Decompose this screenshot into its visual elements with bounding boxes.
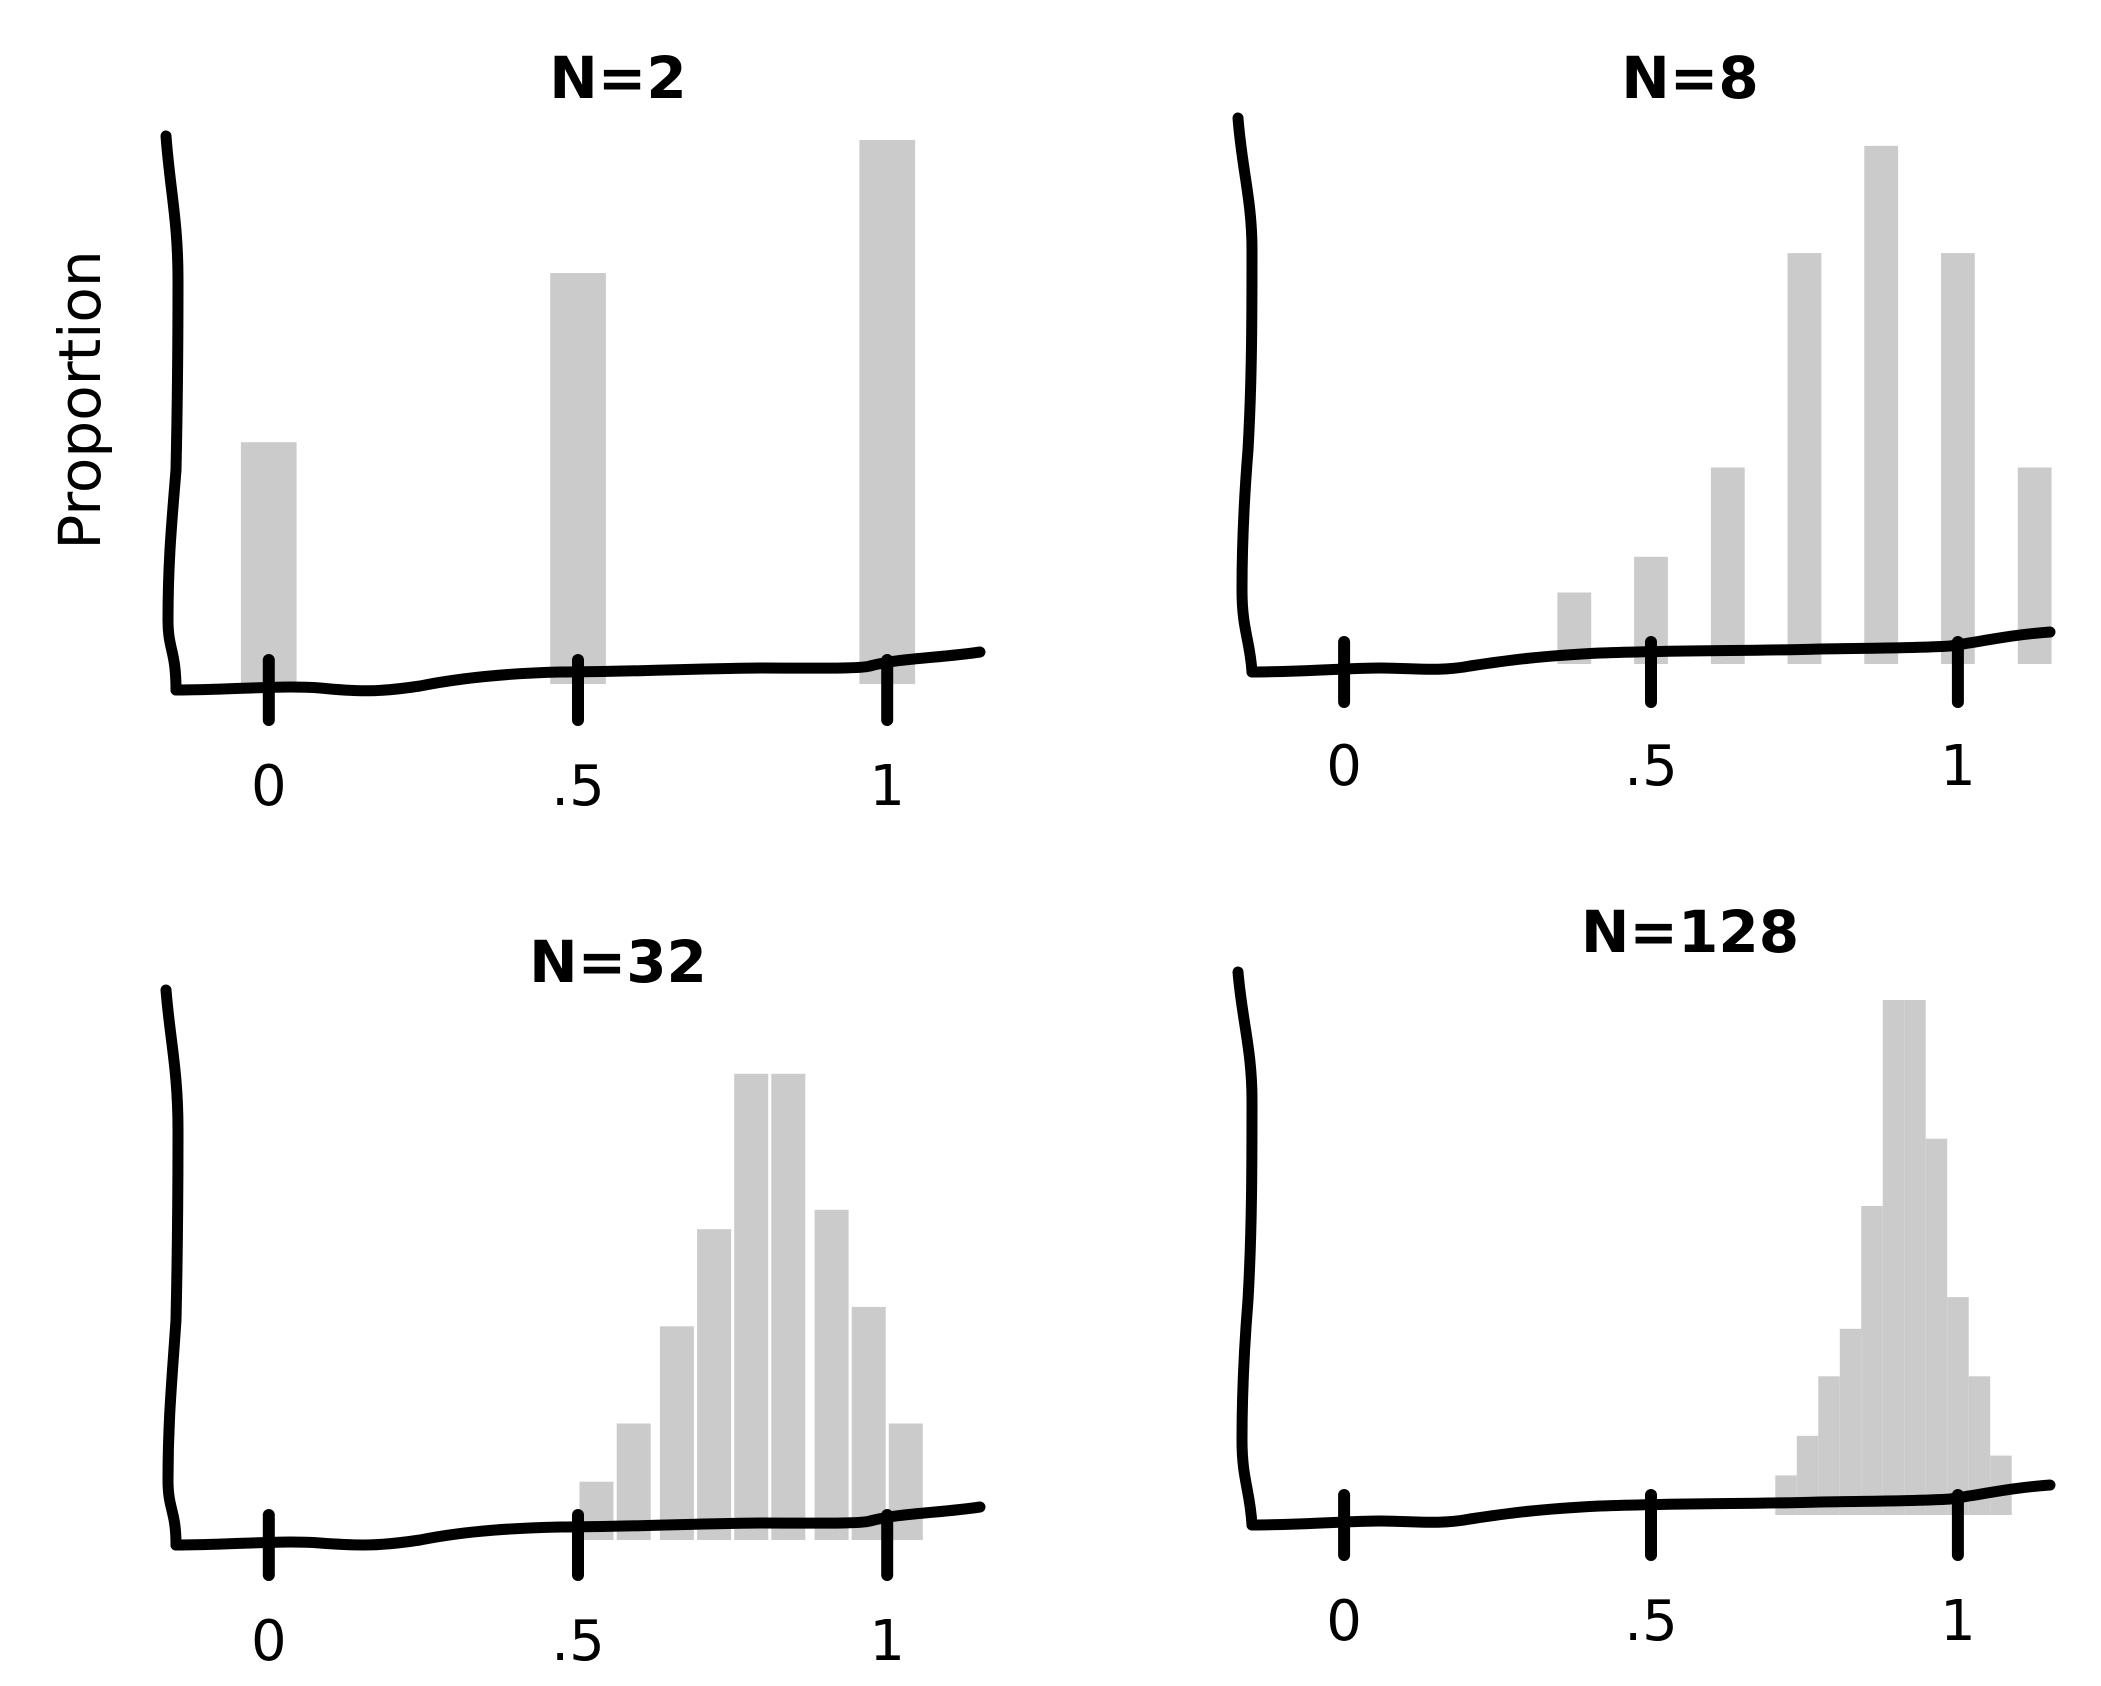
y-axis-line xyxy=(160,130,184,696)
x-tick-label: 1 xyxy=(1940,1589,1976,1654)
histogram-bar xyxy=(1861,1206,1883,1515)
panel-n8: N=8 0.5 1 xyxy=(1232,44,2056,799)
x-axis-line xyxy=(1246,1479,2056,1531)
x-tick-label: .5 xyxy=(1624,734,1677,799)
x-tick-label: 0 xyxy=(251,754,287,819)
histogram-bar xyxy=(851,1306,886,1540)
x-tick-label: .5 xyxy=(1624,1589,1677,1654)
histogram-bar xyxy=(1796,1435,1819,1515)
x-tick-label: 1 xyxy=(869,1609,905,1674)
x-ticks-n32: 0.5 1 xyxy=(251,1509,905,1674)
x-axis-line xyxy=(170,646,986,697)
x-ticks-n128: 0.5 1 xyxy=(1326,1489,1976,1654)
histogram-bar xyxy=(659,1326,694,1540)
histogram-bar xyxy=(814,1209,849,1540)
histogram-bar xyxy=(1787,253,1822,664)
x-tick-label: 0 xyxy=(251,1609,287,1674)
histogram-bar xyxy=(1882,1000,1905,1515)
x-ticks-n2: 0.5 1 xyxy=(251,654,905,819)
histogram-bar xyxy=(1864,145,1899,664)
histogram-bar xyxy=(1775,1475,1797,1515)
x-tick-label: 1 xyxy=(869,754,905,819)
y-axis-label: Proportion xyxy=(46,250,114,549)
x-tick-label: 0 xyxy=(1326,1589,1362,1654)
bars-n2 xyxy=(240,140,916,684)
panel-n32: N=32 0.5 1 xyxy=(160,928,986,1674)
x-tick-label: 1 xyxy=(1940,734,1976,799)
histogram-bar xyxy=(771,1073,806,1540)
histogram-bar xyxy=(859,140,916,684)
histogram-bar xyxy=(1839,1328,1862,1515)
histogram-bar xyxy=(1941,253,1975,664)
histogram-bar xyxy=(1710,467,1745,664)
histogram-bar xyxy=(697,1229,732,1540)
histogram-bar xyxy=(240,442,297,684)
histogram-bar xyxy=(888,1423,923,1540)
histogram-bar xyxy=(1818,1376,1840,1515)
histogram-bar xyxy=(1904,1000,1926,1515)
panel-title-n8: N=8 xyxy=(1621,44,1759,112)
panel-n128: N=128 0.5 1 xyxy=(1232,898,2056,1654)
panel-title-n128: N=128 xyxy=(1581,898,1799,966)
histogram-bar xyxy=(1947,1297,1969,1515)
histogram-bar xyxy=(550,273,606,684)
histogram-bar xyxy=(734,1073,769,1540)
x-ticks-n8: 0.5 1 xyxy=(1326,636,1976,799)
panel-n2: N=2 0.5 1 xyxy=(160,44,986,819)
x-tick-label: .5 xyxy=(551,754,604,819)
y-axis-line xyxy=(160,984,184,1551)
histogram-bar xyxy=(1925,1138,1948,1515)
y-axis-line xyxy=(1232,112,1258,678)
bars-n8 xyxy=(1557,145,2052,664)
y-axis-line xyxy=(1232,966,1258,1531)
panel-title-n2: N=2 xyxy=(549,44,687,112)
x-axis-line xyxy=(170,1501,986,1551)
bars-n128 xyxy=(1775,1000,2012,1515)
histogram-bar xyxy=(1968,1376,1991,1515)
x-tick-label: .5 xyxy=(551,1609,604,1674)
panel-title-n32: N=32 xyxy=(529,928,707,996)
bars-n32 xyxy=(579,1073,923,1540)
x-axis-line xyxy=(1246,626,2056,678)
x-tick-label: 0 xyxy=(1326,734,1362,799)
